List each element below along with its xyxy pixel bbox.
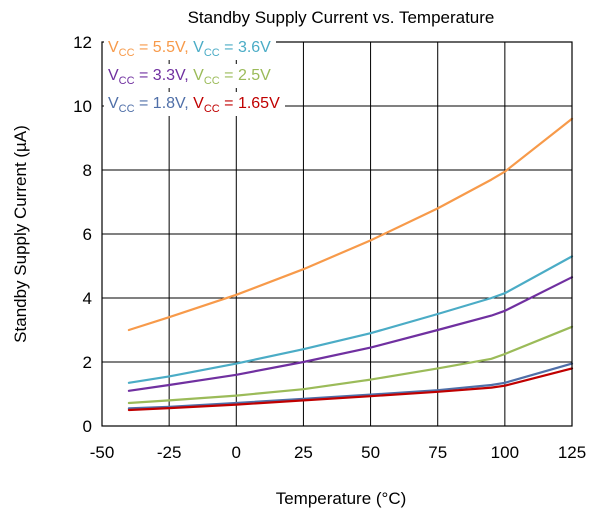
legend-entry-subscript: CC bbox=[119, 47, 135, 59]
legend-entry-subscript: CC bbox=[119, 103, 135, 115]
y-tick-label: 2 bbox=[83, 353, 92, 372]
y-axis-title: Standby Supply Current (µA) bbox=[11, 125, 30, 343]
x-tick-labels: -50 -25 0 25 50 75 100 125 bbox=[90, 443, 586, 462]
legend-row-1: VCC = 3.3V, VCC = 2.5V bbox=[108, 67, 271, 87]
series-line-4 bbox=[127, 362, 574, 410]
legend-separator: , bbox=[184, 95, 193, 112]
legend-entry: V bbox=[193, 39, 204, 56]
series-line-5 bbox=[127, 367, 574, 412]
y-tick-label: 0 bbox=[83, 417, 92, 436]
legend-entry-subscript: CC bbox=[119, 75, 135, 87]
x-tick-label: 125 bbox=[558, 443, 586, 462]
legend-entry-subscript: CC bbox=[204, 47, 220, 59]
legend-entry: V bbox=[193, 95, 204, 112]
x-tick-label: 75 bbox=[428, 443, 447, 462]
x-tick-label: -25 bbox=[157, 443, 182, 462]
legend-row-2: VCC = 1.8V, VCC = 1.65V bbox=[108, 95, 280, 115]
legend-entry-value: = 2.5V bbox=[220, 67, 271, 84]
x-axis-title: Temperature (°C) bbox=[276, 489, 407, 508]
x-tick-label: 0 bbox=[232, 443, 241, 462]
x-tick-label: 100 bbox=[491, 443, 519, 462]
x-tick-label: -50 bbox=[90, 443, 115, 462]
legend-entry: V bbox=[108, 67, 119, 84]
legend-row-bg bbox=[104, 92, 285, 116]
legend-entry-value: = 3.6V bbox=[220, 39, 271, 56]
series-lines bbox=[127, 117, 574, 412]
legend-entry-value: = 5.5V bbox=[135, 39, 186, 56]
y-tick-labels: 0 2 4 6 8 10 12 bbox=[73, 33, 92, 436]
series-line-3 bbox=[127, 325, 574, 405]
x-tick-label: 25 bbox=[294, 443, 313, 462]
series-line-2 bbox=[127, 276, 574, 392]
legend-entry: V bbox=[108, 95, 119, 112]
plot-frame bbox=[101, 41, 573, 427]
series-line-0 bbox=[127, 117, 574, 332]
legend-row-bg bbox=[104, 36, 276, 60]
legend-entry-subscript: CC bbox=[204, 103, 220, 115]
legend-entry-value: = 3.3V bbox=[135, 67, 186, 84]
y-tick-label: 6 bbox=[83, 225, 92, 244]
legend-entry-value: = 1.8V bbox=[135, 95, 186, 112]
y-tick-label: 8 bbox=[83, 161, 92, 180]
x-tick-label: 50 bbox=[361, 443, 380, 462]
y-tick-label: 12 bbox=[73, 33, 92, 52]
legend-entry: V bbox=[193, 67, 204, 84]
legend-row-0: VCC = 5.5V, VCC = 3.6V bbox=[108, 39, 271, 59]
legend-entry-value: = 1.65V bbox=[220, 95, 280, 112]
y-tick-label: 10 bbox=[73, 97, 92, 116]
legend-separator: , bbox=[184, 39, 193, 56]
y-tick-label: 4 bbox=[83, 289, 92, 308]
legend-entry-subscript: CC bbox=[204, 75, 220, 87]
legend-row-bg bbox=[104, 64, 276, 88]
legend-separator: , bbox=[184, 67, 193, 84]
chart-title: Standby Supply Current vs. Temperature bbox=[188, 8, 495, 27]
grid bbox=[101, 41, 573, 427]
series-line-1 bbox=[127, 255, 574, 384]
legend-entry: V bbox=[108, 39, 119, 56]
